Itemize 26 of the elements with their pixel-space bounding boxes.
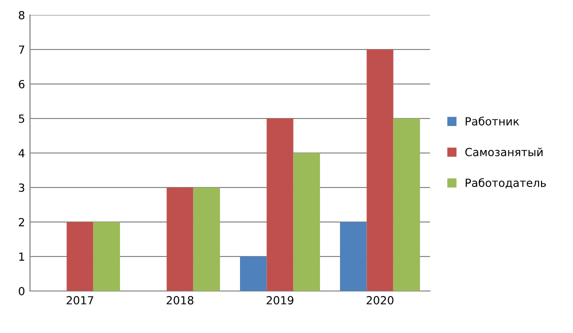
legend-label: Работник: [466, 116, 520, 126]
legend-label: Самозанятый: [465, 148, 543, 156]
y-tick-label: 1: [19, 252, 24, 261]
y-tick-label: 2: [18, 218, 24, 226]
x-tick-label: 2019: [266, 296, 294, 304]
y-tick-label: 0: [18, 286, 24, 296]
bar: [240, 256, 267, 291]
y-tick-label: 7: [18, 46, 24, 54]
y-tick-label: 4: [18, 149, 25, 158]
x-tick-label: 2017: [66, 296, 94, 304]
bar: [366, 50, 394, 291]
bar: [266, 118, 294, 291]
x-tick-label: 2018: [166, 296, 194, 304]
legend-label: Работодатель: [466, 178, 546, 188]
y-tick-label: 6: [18, 80, 24, 88]
bar: [193, 188, 220, 291]
y-tick-label: 5: [18, 114, 24, 123]
x-tick-label: 2020: [366, 296, 394, 304]
bar: [166, 188, 194, 291]
bar: [66, 222, 94, 291]
y-tick-label: 3: [18, 183, 24, 192]
bar: [393, 118, 420, 291]
bar: [340, 222, 367, 291]
bar: [293, 153, 320, 291]
bar: [93, 222, 120, 291]
y-tick-label: 8: [18, 10, 24, 20]
